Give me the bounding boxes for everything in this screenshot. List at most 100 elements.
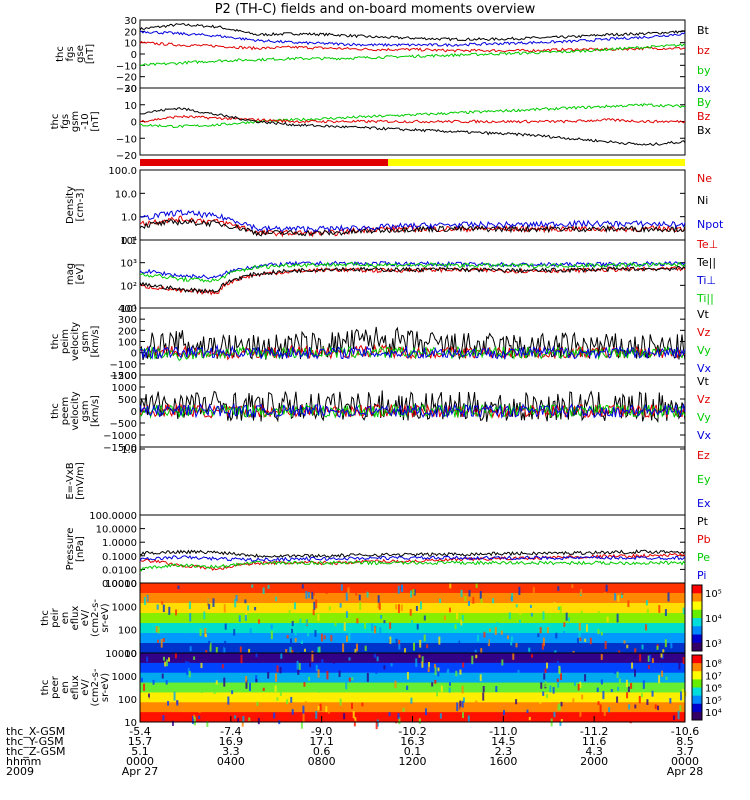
spectrogram-cell bbox=[291, 709, 294, 715]
spectrogram-cell bbox=[510, 641, 513, 646]
spectrogram-cell bbox=[494, 626, 497, 635]
spectrogram-cell bbox=[213, 690, 216, 695]
spectrogram-cell bbox=[305, 619, 308, 626]
y-axis-label: gsm bbox=[70, 111, 81, 132]
spectrogram-cell bbox=[409, 609, 412, 616]
spectrogram-cell bbox=[162, 638, 165, 643]
spectrogram-cell bbox=[244, 614, 247, 621]
spectrogram-cell bbox=[312, 609, 315, 616]
y-tick-label: 10² bbox=[120, 281, 137, 292]
y-tick-label: 10.0 bbox=[115, 189, 137, 200]
spectrogram-cell bbox=[227, 696, 230, 705]
spectrogram-cell bbox=[176, 700, 179, 706]
spectrogram-cell bbox=[568, 583, 571, 588]
spectrogram-cell bbox=[662, 649, 665, 655]
spectrogram-cell bbox=[406, 672, 409, 680]
spectrogram-cell bbox=[436, 687, 439, 697]
spectrogram-cell bbox=[558, 667, 561, 675]
spectrogram-cell bbox=[459, 669, 462, 675]
colorbar-segment bbox=[692, 642, 702, 652]
legend-entry: Ni bbox=[697, 194, 708, 207]
spectrogram-cell bbox=[545, 693, 548, 699]
y-tick-label: 10.0000 bbox=[96, 525, 137, 536]
spectrogram-cell bbox=[288, 609, 291, 614]
bottom-axis-value: 1600 bbox=[489, 755, 517, 768]
spectrogram-cell bbox=[531, 654, 534, 658]
spectrogram-cell bbox=[560, 719, 563, 723]
spectrogram-cell bbox=[579, 709, 582, 717]
spectrogram-cell bbox=[510, 636, 513, 641]
spectrogram-cell bbox=[361, 702, 364, 707]
spectrogram-cell bbox=[270, 624, 273, 630]
spectrogram-cell bbox=[249, 628, 252, 635]
spectrogram-cell bbox=[426, 644, 429, 649]
spectrogram-cell bbox=[242, 715, 245, 722]
spectrogram-cell bbox=[370, 664, 373, 671]
spectrogram-band bbox=[140, 583, 685, 594]
y-tick-label: 20 bbox=[124, 27, 137, 38]
spectrogram-cell bbox=[602, 691, 605, 700]
spectrogram-cell bbox=[647, 655, 650, 662]
spectrogram-cell bbox=[461, 615, 464, 622]
spectrogram-cell bbox=[651, 690, 654, 697]
spectrogram-cell bbox=[317, 613, 320, 621]
spectrogram-cell bbox=[634, 704, 637, 709]
series-line-by bbox=[139, 43, 686, 67]
spectrogram-cell bbox=[200, 685, 203, 694]
colorbar-segment bbox=[692, 634, 702, 644]
spectrogram-cell bbox=[645, 600, 648, 606]
spectrogram-cell bbox=[434, 667, 437, 676]
spectrogram-cell bbox=[559, 721, 562, 726]
y-axis-label: E=-VxB bbox=[65, 462, 76, 499]
spectrogram-cell bbox=[147, 697, 150, 702]
spectrogram-cell bbox=[198, 715, 201, 719]
spectrogram-cell bbox=[276, 697, 279, 701]
spectrogram-cell bbox=[515, 643, 518, 648]
colorbar-segment bbox=[692, 695, 702, 705]
colorbar-frame bbox=[691, 584, 703, 652]
spectrogram-band bbox=[140, 653, 685, 664]
spectrogram-cell bbox=[656, 644, 659, 648]
bottom-axis-value: 0000 bbox=[671, 755, 699, 768]
spectrogram-cell bbox=[325, 706, 328, 713]
bottom-axis-value: -11.0 bbox=[489, 725, 517, 738]
spectrogram-cell bbox=[342, 643, 345, 653]
spectrogram-cell bbox=[155, 625, 158, 633]
colorbar-tick-label: 10⁴ bbox=[705, 708, 722, 719]
spectrogram-cell bbox=[557, 586, 560, 591]
y-axis-label: thc bbox=[40, 610, 51, 626]
spectrogram-cell bbox=[600, 654, 603, 660]
spectrogram-cell bbox=[380, 614, 383, 619]
spectrogram-cell bbox=[404, 648, 407, 655]
spectrogram-cell bbox=[458, 640, 461, 647]
spectrogram-cell bbox=[682, 656, 685, 664]
spectrogram-cell bbox=[238, 615, 241, 623]
spectrogram-cell bbox=[539, 700, 542, 704]
spectrogram-cell bbox=[530, 612, 533, 617]
spectrogram-cell bbox=[553, 602, 556, 606]
legend-entry: Pi bbox=[697, 569, 706, 582]
spectrogram-cell bbox=[461, 712, 464, 719]
spectrogram-cell bbox=[423, 615, 426, 621]
spectrogram-cell bbox=[651, 658, 654, 663]
colorbar-tick-label: 10⁷ bbox=[705, 671, 722, 682]
spectrogram-cell bbox=[672, 715, 675, 721]
spectrogram-cell bbox=[419, 639, 422, 648]
spectrogram-cell bbox=[448, 682, 451, 686]
spectrogram-cell bbox=[191, 715, 194, 725]
y-axis-label: fgs bbox=[65, 46, 76, 61]
spectrogram-cell bbox=[188, 601, 191, 610]
y-axis-label: sr-eV) bbox=[100, 673, 111, 702]
spectrogram-cell bbox=[486, 639, 489, 644]
spectrogram-cell bbox=[289, 638, 292, 646]
spectrogram-cell bbox=[563, 630, 566, 636]
spectrogram-cell bbox=[508, 612, 511, 620]
series-line-bz bbox=[139, 40, 686, 53]
spectrogram-cell bbox=[375, 668, 378, 675]
legend-entry: Ex bbox=[697, 497, 711, 510]
spectrogram-cell bbox=[200, 662, 203, 669]
spectrogram-cell bbox=[354, 648, 357, 656]
spectrogram-cell bbox=[460, 589, 463, 598]
legend-entry: Bx bbox=[697, 124, 712, 137]
spectrogram-cell bbox=[290, 696, 293, 703]
